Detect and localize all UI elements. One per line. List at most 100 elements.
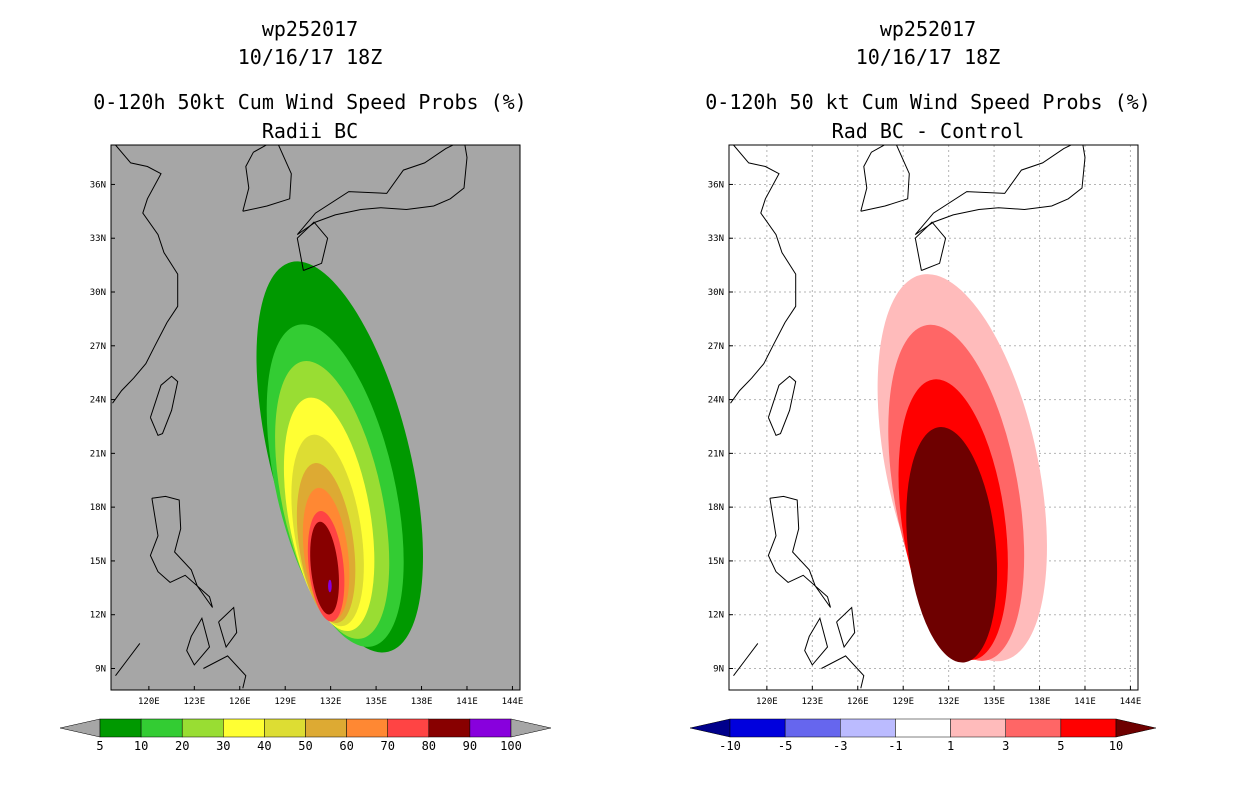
lon-tick-label: 126E bbox=[229, 697, 251, 707]
lon-tick-label: 138E bbox=[411, 697, 433, 707]
lon-tick-label: 144E bbox=[1120, 697, 1142, 707]
coastline bbox=[203, 655, 247, 689]
lat-tick-label: 21N bbox=[708, 449, 724, 459]
map-frame bbox=[728, 144, 1139, 691]
colorbar-swatch bbox=[840, 718, 896, 738]
lat-tick-label: 30N bbox=[90, 288, 106, 298]
coastline bbox=[149, 495, 213, 608]
colorbar-swatch bbox=[895, 718, 951, 738]
title-storm-id: wp252017 bbox=[880, 17, 976, 41]
title-datetime: 10/16/17 18Z bbox=[856, 45, 1001, 69]
colorbar-label: 60 bbox=[339, 739, 353, 753]
coastline bbox=[149, 375, 179, 437]
colorbar-swatch bbox=[264, 718, 306, 738]
coastline bbox=[112, 145, 179, 404]
colorbar-swatch bbox=[1005, 718, 1062, 738]
colorbar-under-triangle bbox=[59, 718, 101, 738]
lon-tick-label: 132E bbox=[320, 697, 342, 707]
coastline bbox=[821, 655, 865, 689]
colorbar-swatch bbox=[181, 718, 224, 738]
colorbar-label: 40 bbox=[257, 739, 271, 753]
colorbar-label: 50 bbox=[298, 739, 312, 753]
title-subtitle: Rad BC - Control bbox=[832, 119, 1025, 143]
colorbar-label: -10 bbox=[719, 739, 741, 753]
map-plot-area bbox=[729, 145, 1138, 690]
colorbar-label: 3 bbox=[1002, 739, 1009, 753]
lat-tick-label: 12N bbox=[90, 611, 106, 621]
colorbar-label: 20 bbox=[175, 739, 189, 753]
colorbar-label: 10 bbox=[134, 739, 148, 753]
probability-contour-80 bbox=[310, 521, 339, 615]
lon-tick-label: 138E bbox=[1029, 697, 1051, 707]
lat-tick-label: 9N bbox=[95, 664, 106, 674]
colorbar-label: 80 bbox=[422, 739, 436, 753]
lon-tick-label: 135E bbox=[983, 697, 1005, 707]
coastline bbox=[914, 145, 1086, 236]
coastline bbox=[730, 145, 797, 404]
colorbar-label: 100 bbox=[500, 739, 522, 753]
colorbar-swatch bbox=[784, 718, 841, 738]
lat-tick-label: 33N bbox=[708, 234, 724, 244]
lon-tick-label: 141E bbox=[1074, 697, 1096, 707]
colorbar-swatch bbox=[99, 718, 142, 738]
colorbar-label: 5 bbox=[1057, 739, 1064, 753]
lat-tick-label: 15N bbox=[708, 557, 724, 567]
lat-tick-label: 30N bbox=[708, 288, 724, 298]
colorbar-label: -1 bbox=[888, 739, 902, 753]
coastline bbox=[115, 643, 141, 677]
colorbar-swatch bbox=[428, 718, 471, 738]
colorbar-swatch bbox=[223, 718, 265, 738]
coastline bbox=[186, 617, 211, 666]
title-storm-id: wp252017 bbox=[262, 17, 358, 41]
lat-tick-label: 15N bbox=[90, 557, 106, 567]
panel-rad-bc-minus-control: wp252017 10/16/17 18Z 0-120h 50 kt Cum W… bbox=[689, 17, 1157, 753]
lat-tick-label: 36N bbox=[90, 180, 106, 190]
coastline bbox=[218, 606, 238, 649]
map-plot-area bbox=[112, 145, 468, 689]
map-frame bbox=[110, 144, 521, 691]
colorbar-swatch bbox=[950, 718, 1006, 738]
coastline bbox=[767, 495, 831, 608]
lon-tick-label: 129E bbox=[274, 697, 296, 707]
colorbar-label: 30 bbox=[216, 739, 230, 753]
lon-tick-label: 141E bbox=[456, 697, 478, 707]
lat-tick-label: 24N bbox=[708, 396, 724, 406]
probability-contour-10 bbox=[906, 427, 998, 663]
title-subtitle: Radii BC bbox=[262, 119, 358, 143]
colorbar-label: 5 bbox=[96, 739, 103, 753]
lon-tick-label: 120E bbox=[756, 697, 778, 707]
coastline bbox=[242, 145, 292, 212]
panel-radii-bc: wp252017 10/16/17 18Z 0-120h 50kt Cum Wi… bbox=[59, 17, 552, 753]
lat-tick-label: 27N bbox=[708, 342, 724, 352]
title-datetime: 10/16/17 18Z bbox=[238, 45, 383, 69]
colorbar-over-triangle bbox=[510, 718, 552, 738]
title-product: 0-120h 50 kt Cum Wind Speed Probs (%) bbox=[705, 90, 1151, 114]
colorbar-swatch bbox=[729, 718, 786, 738]
colorbar-over-triangle bbox=[1115, 718, 1157, 738]
lon-tick-label: 126E bbox=[847, 697, 869, 707]
coastline bbox=[296, 221, 329, 271]
lat-tick-label: 36N bbox=[708, 180, 724, 190]
lon-tick-label: 135E bbox=[365, 697, 387, 707]
colorbar-swatch bbox=[1060, 718, 1117, 738]
colorbar-swatch bbox=[305, 718, 347, 738]
lon-tick-label: 123E bbox=[183, 697, 205, 707]
coastline bbox=[733, 643, 759, 677]
title-product: 0-120h 50kt Cum Wind Speed Probs (%) bbox=[93, 90, 526, 114]
lat-tick-label: 21N bbox=[90, 449, 106, 459]
colorbar-swatch bbox=[346, 718, 388, 738]
lon-tick-label: 132E bbox=[938, 697, 960, 707]
lon-tick-label: 129E bbox=[892, 697, 914, 707]
colorbar-label: 70 bbox=[380, 739, 394, 753]
colorbar-label: 1 bbox=[947, 739, 954, 753]
colorbar-under-triangle bbox=[689, 718, 731, 738]
colorbar-swatch bbox=[140, 718, 183, 738]
lat-tick-label: 24N bbox=[90, 396, 106, 406]
coastline bbox=[767, 375, 797, 437]
lat-tick-label: 12N bbox=[708, 611, 724, 621]
lat-tick-label: 33N bbox=[90, 234, 106, 244]
colorbar-label: -5 bbox=[778, 739, 792, 753]
colorbar-label: 10 bbox=[1109, 739, 1123, 753]
colorbar-swatch bbox=[387, 718, 430, 738]
